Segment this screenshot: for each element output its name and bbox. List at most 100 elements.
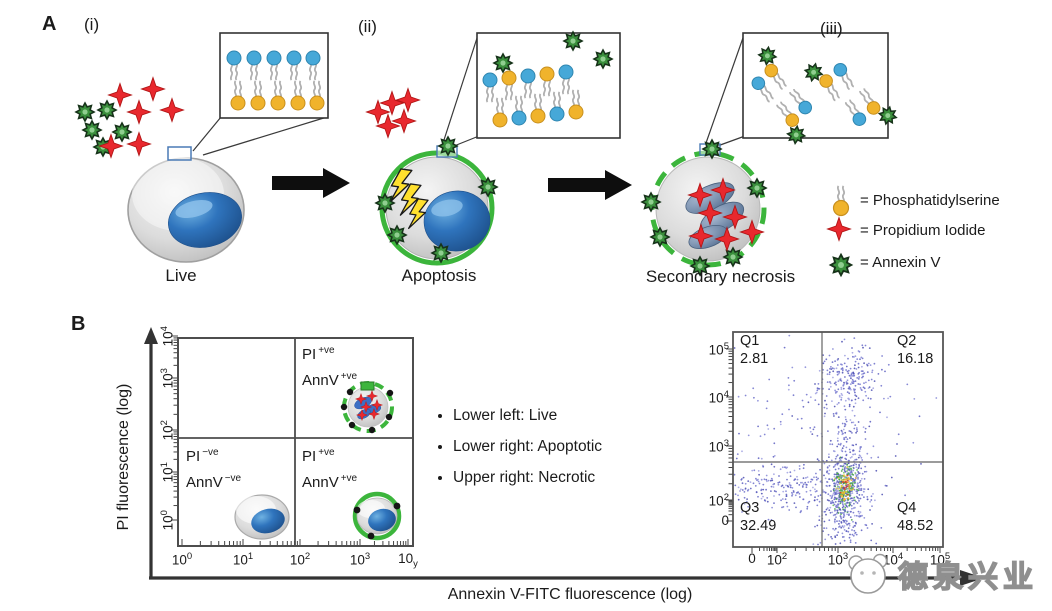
annexin-v-icon: [641, 192, 661, 212]
panel-b-axes: [144, 327, 984, 586]
phospholipid-icon: [819, 74, 841, 102]
phospholipid-icon: [789, 88, 813, 115]
left-plot-x-tick: 101: [232, 551, 254, 568]
left-plot-y-tick: 102: [158, 420, 176, 441]
phospholipid-icon: [520, 68, 536, 99]
right-plot-y-tick: 105: [708, 341, 729, 358]
left-plot-x-tick: 100: [171, 551, 193, 568]
annexin-v-icon: [112, 122, 132, 142]
right-plot-x-tick: 105: [929, 551, 951, 568]
annexin-v-icon: [747, 178, 767, 198]
membrane-fragment: [751, 43, 813, 148]
necrotic-cell-illustration: [649, 143, 767, 268]
membrane-zoom-marker: [167, 146, 192, 161]
phospholipid-icon: [226, 50, 242, 81]
watermark-text: 德泉兴业: [897, 559, 1038, 596]
quadrant-label-lower-right: PI +ve AnnV +ve: [302, 442, 357, 494]
phospholipid-icon: [530, 93, 546, 124]
propidium-iodide-icon: [140, 76, 166, 102]
quadrant-q1-value: 2.81: [740, 351, 769, 367]
x-axis-arrowhead-icon: [960, 570, 984, 586]
quadrant-q1-name: Q1: [740, 333, 760, 349]
phospholipid-icon: [492, 97, 508, 128]
annexin-v-icon: [82, 120, 102, 140]
phospholipid-icon: [230, 80, 246, 111]
annexin-v-icon: [387, 225, 407, 245]
right-plot-y-tick: 103: [708, 438, 729, 455]
arrow-live-to-apoptosis-icon: [272, 168, 350, 198]
phospholipid-icon: [751, 76, 774, 103]
propidium-iodide-icon: [826, 216, 852, 242]
y-axis-arrowhead-icon: [144, 327, 158, 344]
phospholipid-icon: [549, 91, 565, 122]
phosphatidylserine-icon: [832, 185, 850, 217]
mini-live-cell: [234, 494, 290, 540]
annexin-v-icon: [97, 100, 117, 120]
quadrant-q2-name: Q2: [897, 333, 917, 349]
quadrant-interpretation-list: Lower left: Live Lower right: Apoptotic …: [437, 400, 602, 493]
right-plot-y-tick: 102: [708, 492, 729, 509]
list-item: Lower right: Apoptotic: [453, 431, 602, 462]
annexin-v-icon: [438, 136, 458, 156]
propidium-iodide-icon: [126, 99, 152, 125]
annexin-v-icon: [690, 256, 710, 276]
list-item: Upper right: Necrotic: [453, 462, 602, 493]
flow-cytometry-scatter-plot: [726, 331, 944, 553]
stage-name-secondary-necrosis: Secondary necrosis: [645, 267, 796, 286]
membrane-fragment: [801, 59, 901, 129]
annexin-v-icon: [754, 43, 781, 69]
watermark: 德泉兴业: [840, 551, 1038, 597]
annexin-v-icon: [563, 31, 583, 51]
arrow-apoptosis-to-necrosis-icon: [548, 170, 632, 200]
marker-name: AnnV: [302, 474, 339, 491]
phospholipid-icon: [764, 63, 787, 90]
legend-symbols: [826, 185, 853, 277]
phospholipid-icon: [511, 95, 527, 126]
mini-apoptotic-cell: [352, 491, 402, 541]
phospholipid-icon: [286, 50, 302, 81]
quadrant-divider-lines: [178, 338, 413, 546]
left-plot-y-tick: 104: [158, 326, 176, 347]
propidium-iodide-icon: [126, 131, 152, 157]
marker-state: +ve: [340, 473, 358, 484]
live-cell-illustration: [127, 146, 245, 263]
annexin-v-icon: [75, 102, 95, 122]
quadrant-schematic-plot: [171, 335, 414, 547]
propidium-iodide-icon: [395, 87, 421, 113]
annexin-v-icon: [829, 253, 853, 277]
propidium-iodide-icon: [159, 97, 185, 123]
stage-numeral-iii: (iii): [820, 19, 843, 38]
quadrant-q3-name: Q3: [740, 500, 760, 516]
phospholipid-icon: [482, 72, 498, 103]
stage-name-apoptosis: Apoptosis: [401, 266, 477, 285]
phospholipid-icon: [290, 80, 306, 111]
stage-numeral-ii: (ii): [358, 17, 377, 36]
marker-state: +ve: [318, 447, 335, 458]
phospholipid-icon: [250, 80, 266, 111]
annexin-v-icon: [783, 122, 809, 148]
transition-arrows: [272, 168, 632, 200]
phospholipid-icon: [558, 64, 574, 95]
lipid-bilayer-live: [226, 50, 325, 111]
phospholipid-icon: [859, 88, 881, 115]
left-plot-y-tick: 103: [158, 368, 176, 389]
quadrant-q3-value: 32.49: [740, 518, 777, 534]
legend-label-propidium-iodide: = Propidium Iodide: [860, 222, 986, 239]
phospholipid-icon: [309, 80, 325, 111]
scatter-dots: [733, 334, 938, 546]
annexin-v-stars: [75, 31, 767, 276]
marker-state: +ve: [340, 371, 358, 382]
phospholipid-icon: [776, 101, 800, 127]
right-plot-x-tick: 0: [748, 551, 756, 566]
annexin-v-icon: [593, 49, 613, 69]
marker-name: PI: [302, 346, 317, 363]
phospholipid-icon: [844, 99, 867, 126]
phospholipid-icon: [246, 50, 262, 81]
propidium-iodide-icon: [107, 82, 133, 108]
right-plot-x-tick: 102: [766, 551, 788, 568]
left-plot-x-tick: 10y: [398, 551, 418, 570]
annexin-v-icon: [801, 59, 827, 85]
annexin-v-icon: [493, 53, 513, 73]
annexin-v-icon: [478, 177, 498, 197]
